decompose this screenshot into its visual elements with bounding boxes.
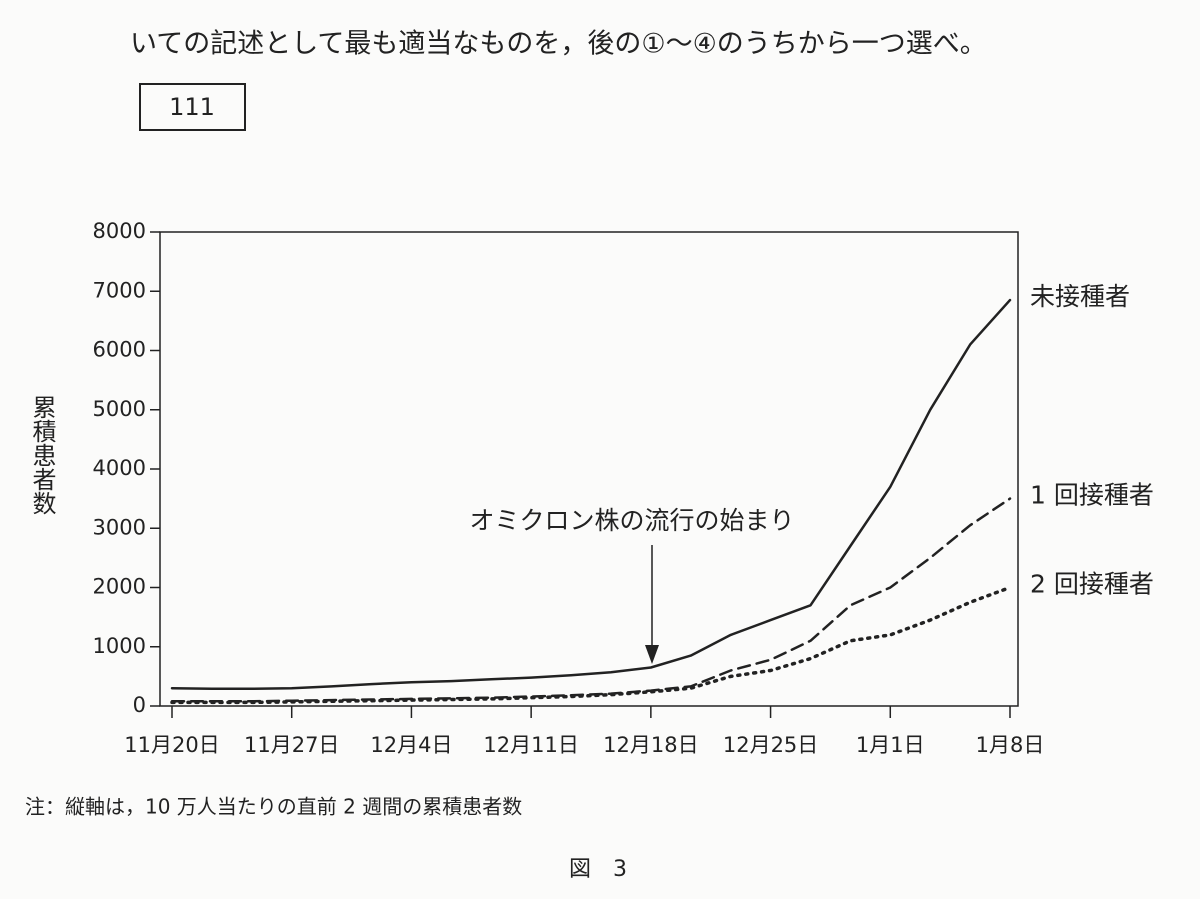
x-tick-label: 12月25日 <box>723 733 818 757</box>
series-label: 1 回接種者 <box>1030 481 1154 510</box>
x-tick-label: 12月4日 <box>370 733 452 757</box>
answer-box <box>139 83 246 131</box>
answer-box-number: 111 <box>169 93 215 121</box>
plot-frame <box>159 231 1019 707</box>
x-tick-label: 12月18日 <box>603 733 698 757</box>
x-tick-label: 1月8日 <box>976 733 1045 757</box>
y-tick-label: 8000 <box>93 219 146 243</box>
y-tick-label: 2000 <box>93 575 146 599</box>
y-tick-label: 0 <box>133 693 146 717</box>
note: 注：縦軸は，10 万人当たりの直前 2 週間の累積患者数 <box>25 795 522 819</box>
figure-caption: 図 3 <box>569 857 627 882</box>
annotation: オミクロン株の流行の始まり <box>469 506 794 535</box>
x-tick-label: 11月27日 <box>244 733 339 757</box>
y-axis-label: 累積患者数 <box>28 395 56 515</box>
series-label: 2 回接種者 <box>1030 570 1154 599</box>
y-tick-label: 6000 <box>93 338 146 362</box>
y-tick-label: 7000 <box>93 278 146 302</box>
series-line <box>170 298 1012 691</box>
y-tick-label: 1000 <box>93 634 146 658</box>
series-line <box>170 585 1012 705</box>
y-tick-label: 3000 <box>93 515 146 539</box>
y-tick-label: 4000 <box>93 456 146 480</box>
y-tick-label: 5000 <box>93 397 146 421</box>
series-label: 未接種者 <box>1030 282 1130 311</box>
question-text: いての記述として最も適当なものを，後の①～④のうちから一つ選べ。 <box>130 29 987 60</box>
annotation-arrowhead <box>645 645 659 664</box>
x-tick-label: 1月1日 <box>856 733 925 757</box>
x-tick-label: 12月11日 <box>483 733 578 757</box>
x-tick-label: 11月20日 <box>124 733 219 757</box>
